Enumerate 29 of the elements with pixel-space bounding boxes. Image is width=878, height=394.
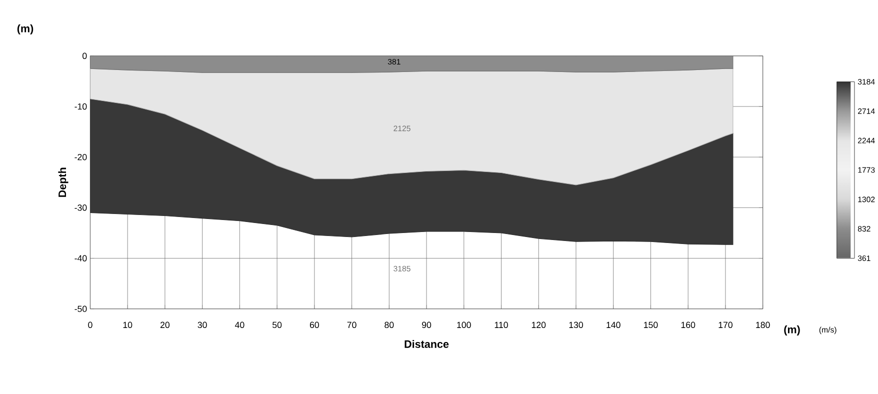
x-tick-label: 10 [123,322,132,328]
x-tick-label: 40 [234,322,244,328]
y-tick-label: -40 [74,255,87,262]
x-tick-label: 120 [532,322,546,328]
x-tick-label: 0 [88,322,92,328]
x-tick-label: 30 [198,322,207,328]
x-tick-label: 140 [606,322,620,328]
x-tick-label: 80 [384,322,394,328]
x-tick-label: 170 [718,322,732,328]
y-tick-label: -50 [74,306,87,312]
y-axis-title: Depth [58,168,68,197]
x-tick-label: 60 [310,322,319,328]
y-tick-label: 0 [82,52,87,59]
x-axis-title: Distance [404,340,449,348]
x-tick-label: 160 [681,322,696,328]
x-tick-label: 100 [457,322,471,328]
x-tick-label: 50 [272,322,282,328]
x-tick-label: 180 [756,322,770,328]
x-tick-label: 70 [347,322,356,328]
x-tick-label: 110 [494,322,508,328]
text: (m) [17,24,34,34]
x-tick-label: 20 [160,322,170,328]
y-tick-label: -30 [74,204,87,211]
text: (m) [784,325,800,336]
x-tick-label: 90 [422,322,432,328]
y-tick-label: -10 [74,103,87,110]
y-tick-label: -20 [74,154,87,160]
x-tick-label: 150 [644,322,658,328]
x-tick-label: 130 [569,322,584,328]
